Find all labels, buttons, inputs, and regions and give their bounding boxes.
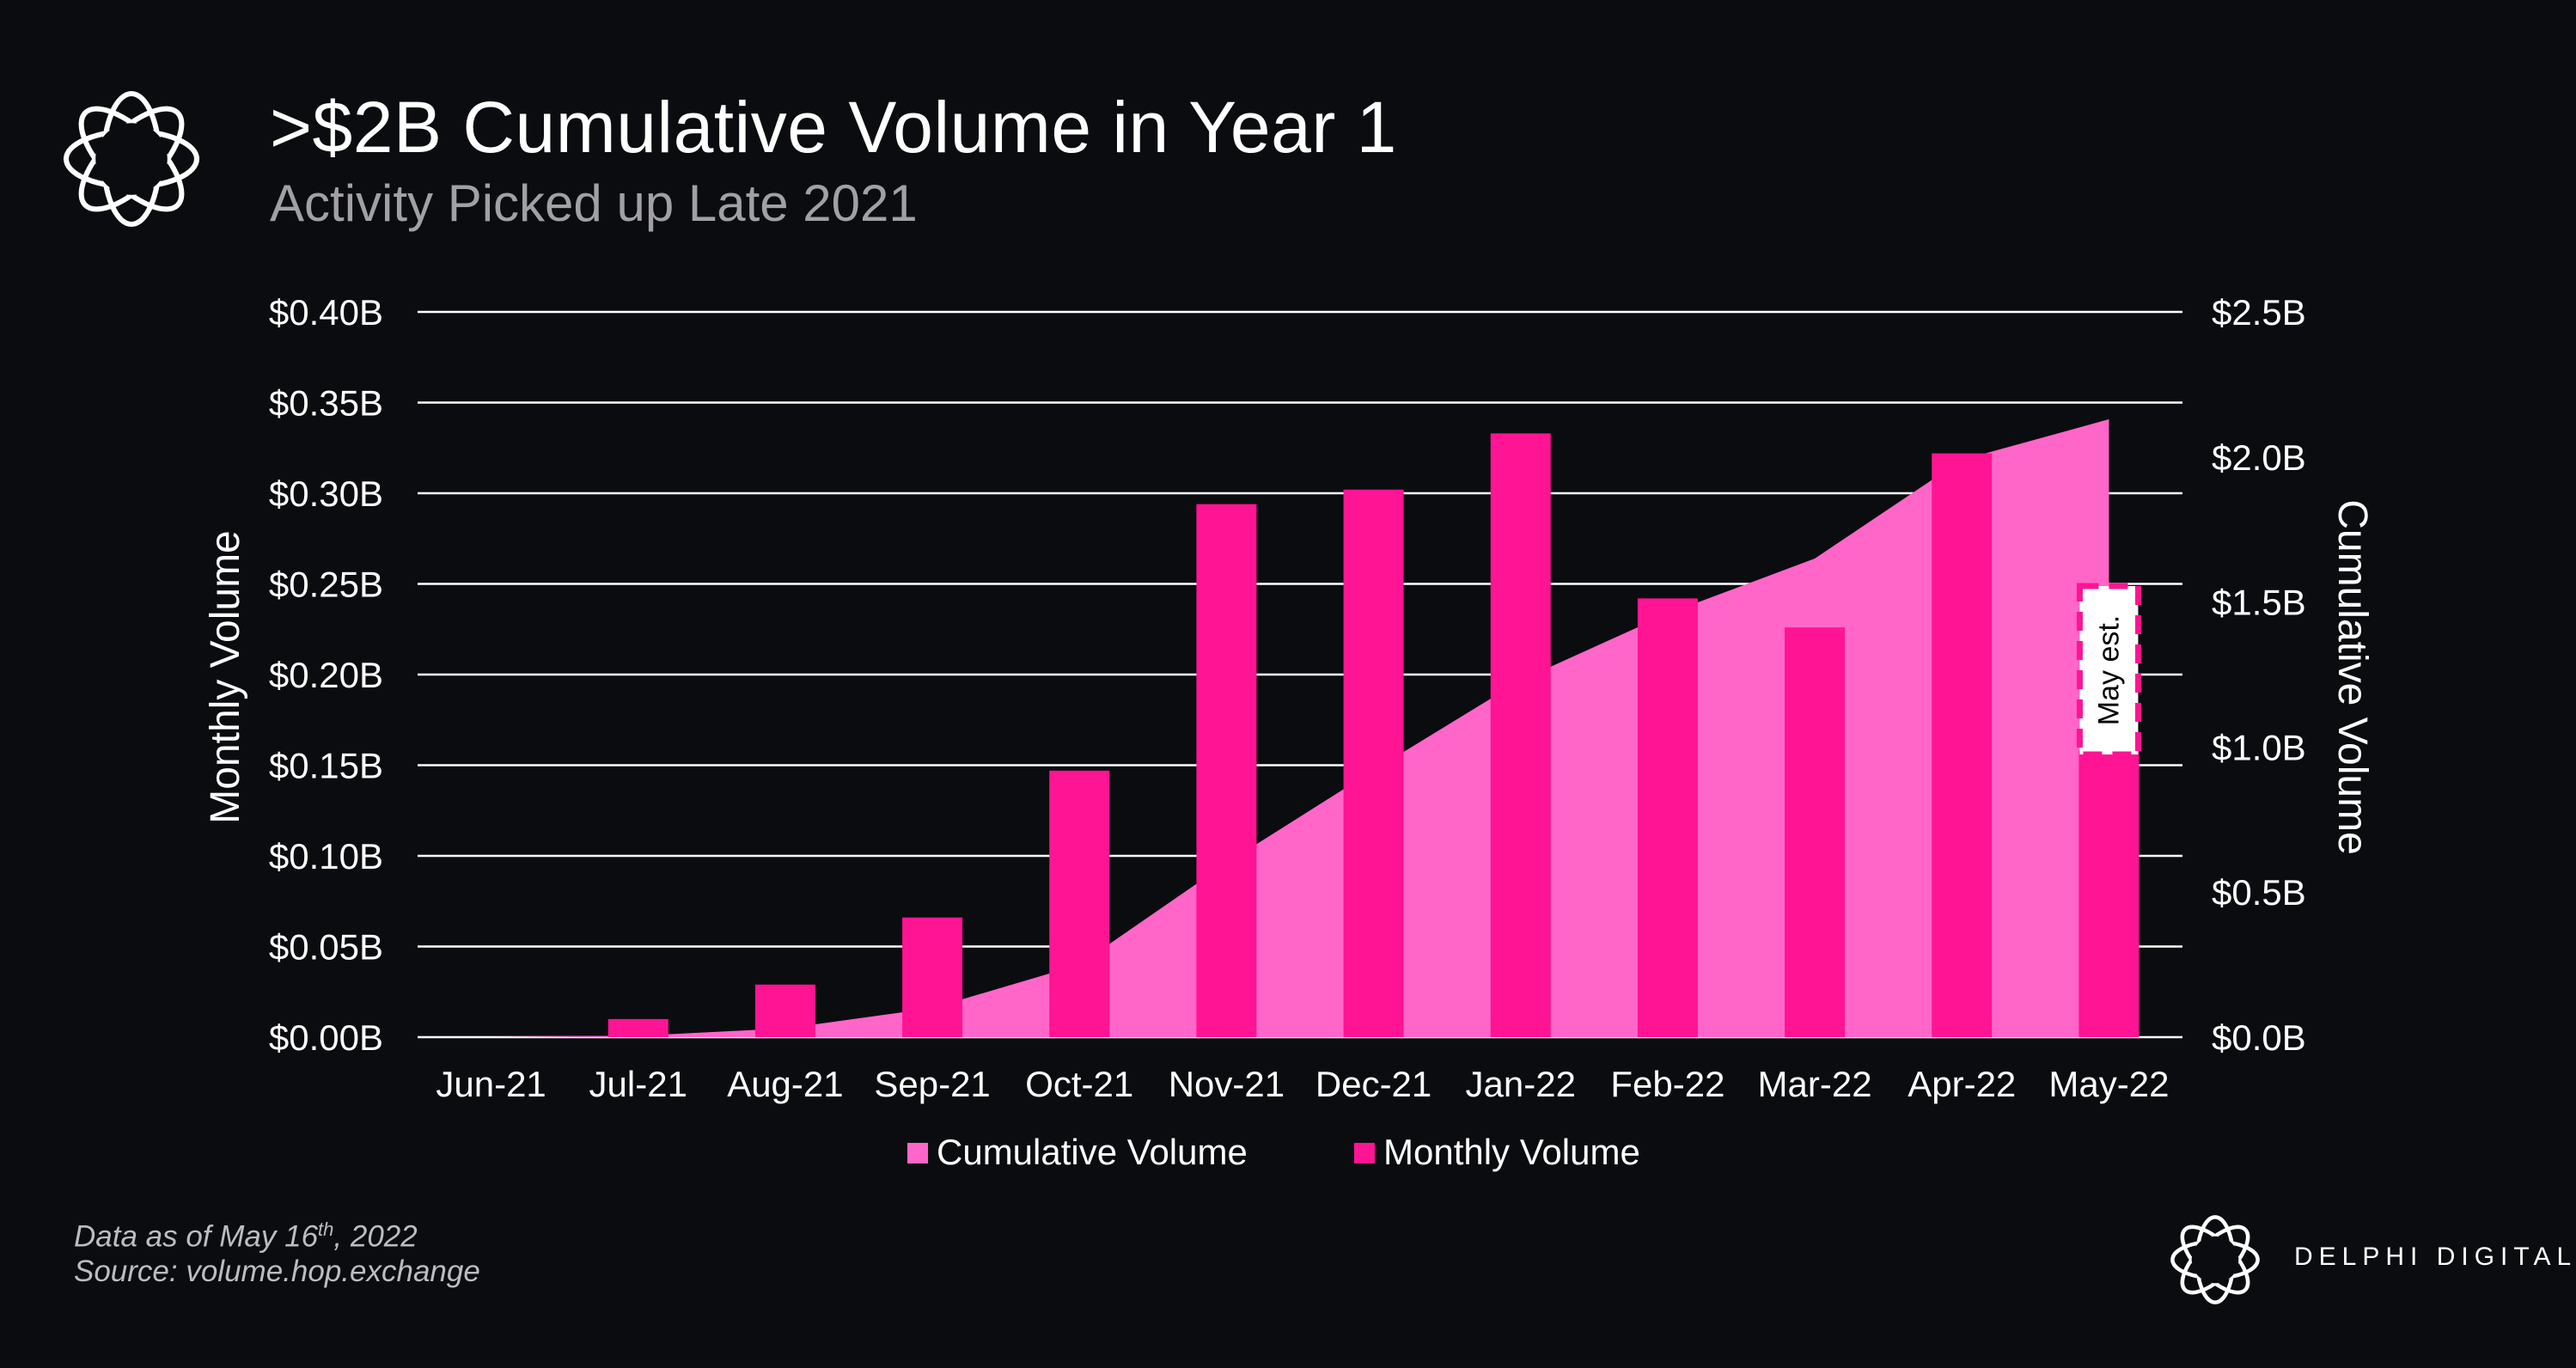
legend-label: Cumulative Volume — [937, 1132, 1248, 1172]
delphi-knot-icon — [2170, 1215, 2260, 1304]
cumulative-volume-area — [491, 418, 2109, 1037]
monthly-volume-bar — [1343, 489, 1404, 1037]
x-tick-label: Mar-22 — [1758, 1064, 1872, 1104]
y-tick-label: $0.05B — [269, 927, 383, 968]
y-tick-label: $0.40B — [269, 292, 383, 333]
brand-name: DELPHI DIGITAL — [2294, 1243, 2576, 1271]
x-tick-label: Feb-22 — [1610, 1064, 1724, 1104]
y2-tick-label: $0.5B — [2212, 872, 2306, 913]
source-note: Source: volume.hop.exchange — [74, 1255, 480, 1288]
x-tick-label: Jul-21 — [589, 1064, 687, 1104]
monthly-volume-bar — [1049, 770, 1110, 1037]
x-tick-label: Apr-22 — [1908, 1064, 2016, 1104]
y-tick-label: $0.25B — [269, 565, 383, 605]
y2-tick-label: $2.5B — [2212, 292, 2306, 333]
monthly-volume-bar — [1785, 627, 1846, 1037]
x-tick-label: Aug-21 — [727, 1064, 843, 1104]
monthly-volume-bar — [1196, 504, 1257, 1037]
y2-axis-title: Cumulative Volume — [2329, 499, 2375, 855]
legend-label: Monthly Volume — [1383, 1132, 1640, 1172]
chart-subtitle: Activity Picked up Late 2021 — [270, 174, 918, 232]
monthly-volume-bar — [2079, 750, 2140, 1037]
delphi-knot-icon — [63, 90, 200, 228]
x-tick-label: Jun-21 — [436, 1064, 546, 1104]
monthly-volume-bar — [607, 1018, 668, 1037]
data-date-suffix: , 2022 — [333, 1219, 418, 1254]
y-axis-title: Monthly Volume — [203, 530, 248, 824]
monthly-volume-bar — [754, 984, 815, 1037]
x-tick-label: May-22 — [2048, 1064, 2169, 1104]
x-tick-label: Dec-21 — [1315, 1064, 1431, 1104]
data-date-note: Data as of May 16th, 2022 — [74, 1218, 418, 1255]
y-tick-label: $0.20B — [269, 655, 383, 695]
y-tick-label: $0.35B — [269, 383, 383, 424]
legend-swatch — [1354, 1143, 1375, 1163]
x-tick-label: Nov-21 — [1169, 1064, 1285, 1104]
y-tick-label: $0.15B — [269, 746, 383, 786]
estimate-callout-box — [2076, 583, 2141, 758]
y-tick-label: $0.30B — [269, 473, 383, 514]
y2-tick-label: $1.5B — [2212, 583, 2306, 623]
x-tick-label: Oct-21 — [1025, 1064, 1133, 1104]
chart-title: >$2B Cumulative Volume in Year 1 — [270, 87, 1397, 168]
legend-swatch — [907, 1143, 928, 1163]
monthly-volume-bar — [1490, 433, 1551, 1037]
y2-tick-label: $0.0B — [2212, 1017, 2306, 1058]
monthly-volume-bar — [902, 917, 963, 1037]
data-date-prefix: Data as of May 16 — [74, 1219, 319, 1254]
monthly-volume-bar — [1637, 598, 1698, 1037]
estimate-callout-label: May est. — [2092, 615, 2125, 725]
x-tick-label: Sep-21 — [874, 1064, 990, 1104]
y-tick-label: $0.10B — [269, 836, 383, 876]
x-tick-label: Jan-22 — [1466, 1064, 1576, 1104]
y2-tick-label: $2.0B — [2212, 437, 2306, 478]
y-tick-label: $0.00B — [269, 1017, 383, 1058]
y2-tick-label: $1.0B — [2212, 727, 2306, 767]
data-date-sup: th — [318, 1218, 334, 1240]
monthly-volume-bar — [1932, 453, 1993, 1037]
